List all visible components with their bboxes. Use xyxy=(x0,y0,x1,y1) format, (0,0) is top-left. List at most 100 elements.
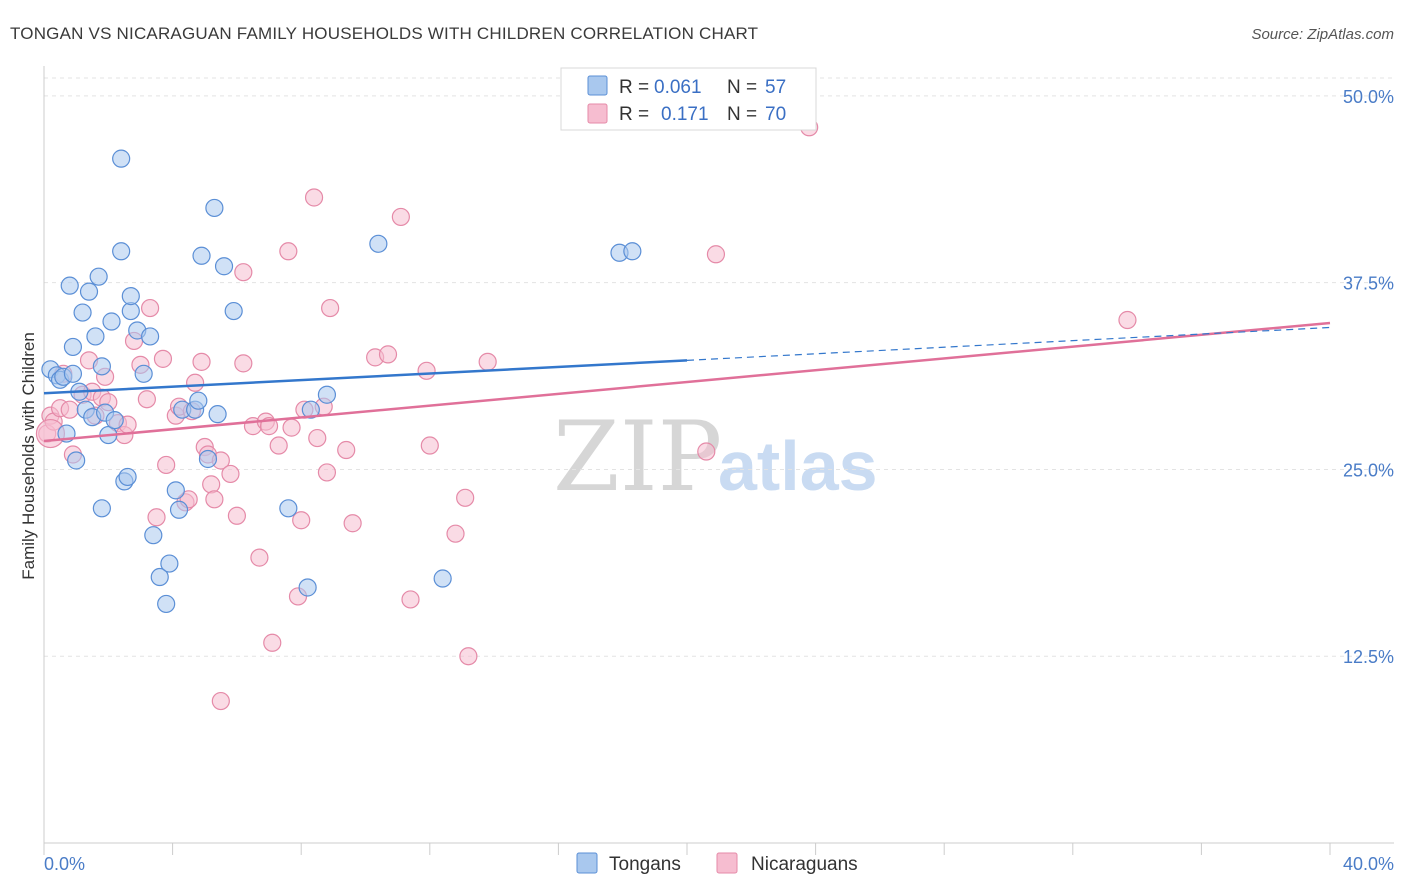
nicaraguans-legend-swatch xyxy=(716,852,738,874)
tongan-point xyxy=(298,578,317,597)
nicaraguan-point xyxy=(221,464,240,484)
y-tick-label: 25.0% xyxy=(1343,460,1394,480)
y-tick-label: 50.0% xyxy=(1343,87,1394,107)
nicaraguan-point xyxy=(153,349,173,368)
stats-legend: R = 0.061 N = 57 R = 0.171 N = 70 xyxy=(560,67,817,131)
tongan-n-label: N = xyxy=(727,77,757,98)
nicaraguan-point xyxy=(157,455,176,475)
nicaraguan-point xyxy=(250,548,269,567)
tongan-point xyxy=(92,357,111,376)
nicaraguan-point xyxy=(269,436,288,455)
nicaraguan-point xyxy=(227,506,246,525)
tongan-point xyxy=(118,467,137,487)
y-axis-title: Family Households with Children xyxy=(19,332,38,580)
nicaraguan-r-label: R = xyxy=(619,104,649,125)
y-tick-label: 37.5% xyxy=(1343,274,1394,294)
tongan-point xyxy=(112,242,131,261)
tongan-point xyxy=(623,242,642,261)
tongan-point xyxy=(160,554,179,573)
nicaraguan-point xyxy=(140,298,160,318)
y-tick-label: 12.5% xyxy=(1343,647,1394,667)
tongan-point xyxy=(169,500,189,519)
nicaraguan-point xyxy=(478,352,497,371)
tongan-point xyxy=(189,391,208,410)
tongan-point xyxy=(105,411,124,430)
tongan-point xyxy=(157,594,176,614)
nicaraguan-n-label: N = xyxy=(727,104,757,125)
tongan-point xyxy=(224,301,243,321)
nicaraguan-point xyxy=(456,488,475,507)
chart-title: TONGAN VS NICARAGUAN FAMILY HOUSEHOLDS W… xyxy=(10,24,758,43)
nicaraguan-point xyxy=(279,242,298,261)
nicaraguan-point xyxy=(308,428,327,448)
tongan-point xyxy=(214,257,234,276)
nicaraguan-point xyxy=(147,508,166,527)
nicaraguan-point xyxy=(304,188,324,207)
nicaraguan-point xyxy=(192,352,211,371)
tongan-point xyxy=(92,499,111,518)
nicaraguan-point xyxy=(337,440,356,460)
x-tick-label-right: 40.0% xyxy=(1343,854,1394,874)
nicaraguan-point xyxy=(202,475,221,494)
nicaraguan-n-value: 70 xyxy=(765,104,786,125)
nicaraguan-point xyxy=(60,400,79,419)
nicaraguan-point xyxy=(137,390,156,409)
tongans-legend-label: Tongans xyxy=(609,854,681,875)
nicaraguan-point xyxy=(205,490,224,509)
nicaraguan-point xyxy=(391,207,410,227)
tongan-point xyxy=(301,400,320,419)
tongan-point xyxy=(198,449,218,469)
nicaraguan-point xyxy=(420,436,439,455)
series-legend: Tongans Nicaraguans xyxy=(576,852,858,875)
tongan-point xyxy=(208,405,227,424)
nicaraguan-point xyxy=(211,691,230,711)
tongan-point xyxy=(279,499,298,518)
tongan-point xyxy=(205,198,224,218)
nicaraguan-point xyxy=(401,590,420,609)
nicaraguan-r-value: 0.171 xyxy=(661,104,709,125)
tongan-point xyxy=(60,276,79,295)
tongan-point xyxy=(102,312,121,331)
tongan-point xyxy=(63,364,83,383)
tongan-point xyxy=(63,337,83,357)
tongan-point xyxy=(121,287,140,306)
nicaraguan-point xyxy=(263,633,282,652)
x-axis: 0.0% 40.0% xyxy=(43,66,1394,874)
tongan-point xyxy=(79,282,99,301)
tongan-point xyxy=(144,526,163,545)
nicaraguan-point xyxy=(317,463,337,482)
tongan-point xyxy=(67,451,86,470)
tongan-point xyxy=(433,569,452,588)
nicaraguan-point xyxy=(234,263,253,282)
y-tick-labels: 12.5% 25.0% 37.5% 50.0% xyxy=(1343,87,1394,667)
nicaraguans-legend-label: Nicaraguans xyxy=(751,854,858,875)
tongans-legend-swatch xyxy=(576,852,598,874)
tongan-point xyxy=(166,481,185,500)
source-label: Source: ZipAtlas.com xyxy=(1251,26,1394,43)
x-tick-label-left: 0.0% xyxy=(44,854,85,874)
tongan-trend-line xyxy=(43,359,688,395)
tongan-n-value: 57 xyxy=(765,77,786,98)
nicaraguan-point xyxy=(378,345,398,364)
trend-lines xyxy=(43,321,1331,443)
tongan-point xyxy=(73,303,92,322)
tongan-r-value: 0.061 xyxy=(654,77,702,98)
tongan-r-label: R = xyxy=(619,77,649,98)
nicaraguan-point xyxy=(234,354,253,373)
watermark-atlas: atlas xyxy=(718,427,878,505)
nicaraguan-point xyxy=(321,298,340,318)
nicaraguan-point xyxy=(186,373,205,392)
tongan-point xyxy=(150,567,169,587)
tongan-point xyxy=(86,327,105,346)
tongan-point xyxy=(89,267,108,286)
tongan-legend-swatch xyxy=(587,75,608,96)
nicaraguan-point xyxy=(446,524,465,543)
tongan-point xyxy=(112,149,131,168)
nicaraguan-point xyxy=(417,361,436,380)
nicaraguan-points xyxy=(35,118,1137,711)
nicaraguan-point xyxy=(292,511,311,530)
tongan-point xyxy=(369,234,388,253)
watermark-zip: ZIP xyxy=(553,401,722,513)
nicaraguan-point xyxy=(282,418,301,437)
